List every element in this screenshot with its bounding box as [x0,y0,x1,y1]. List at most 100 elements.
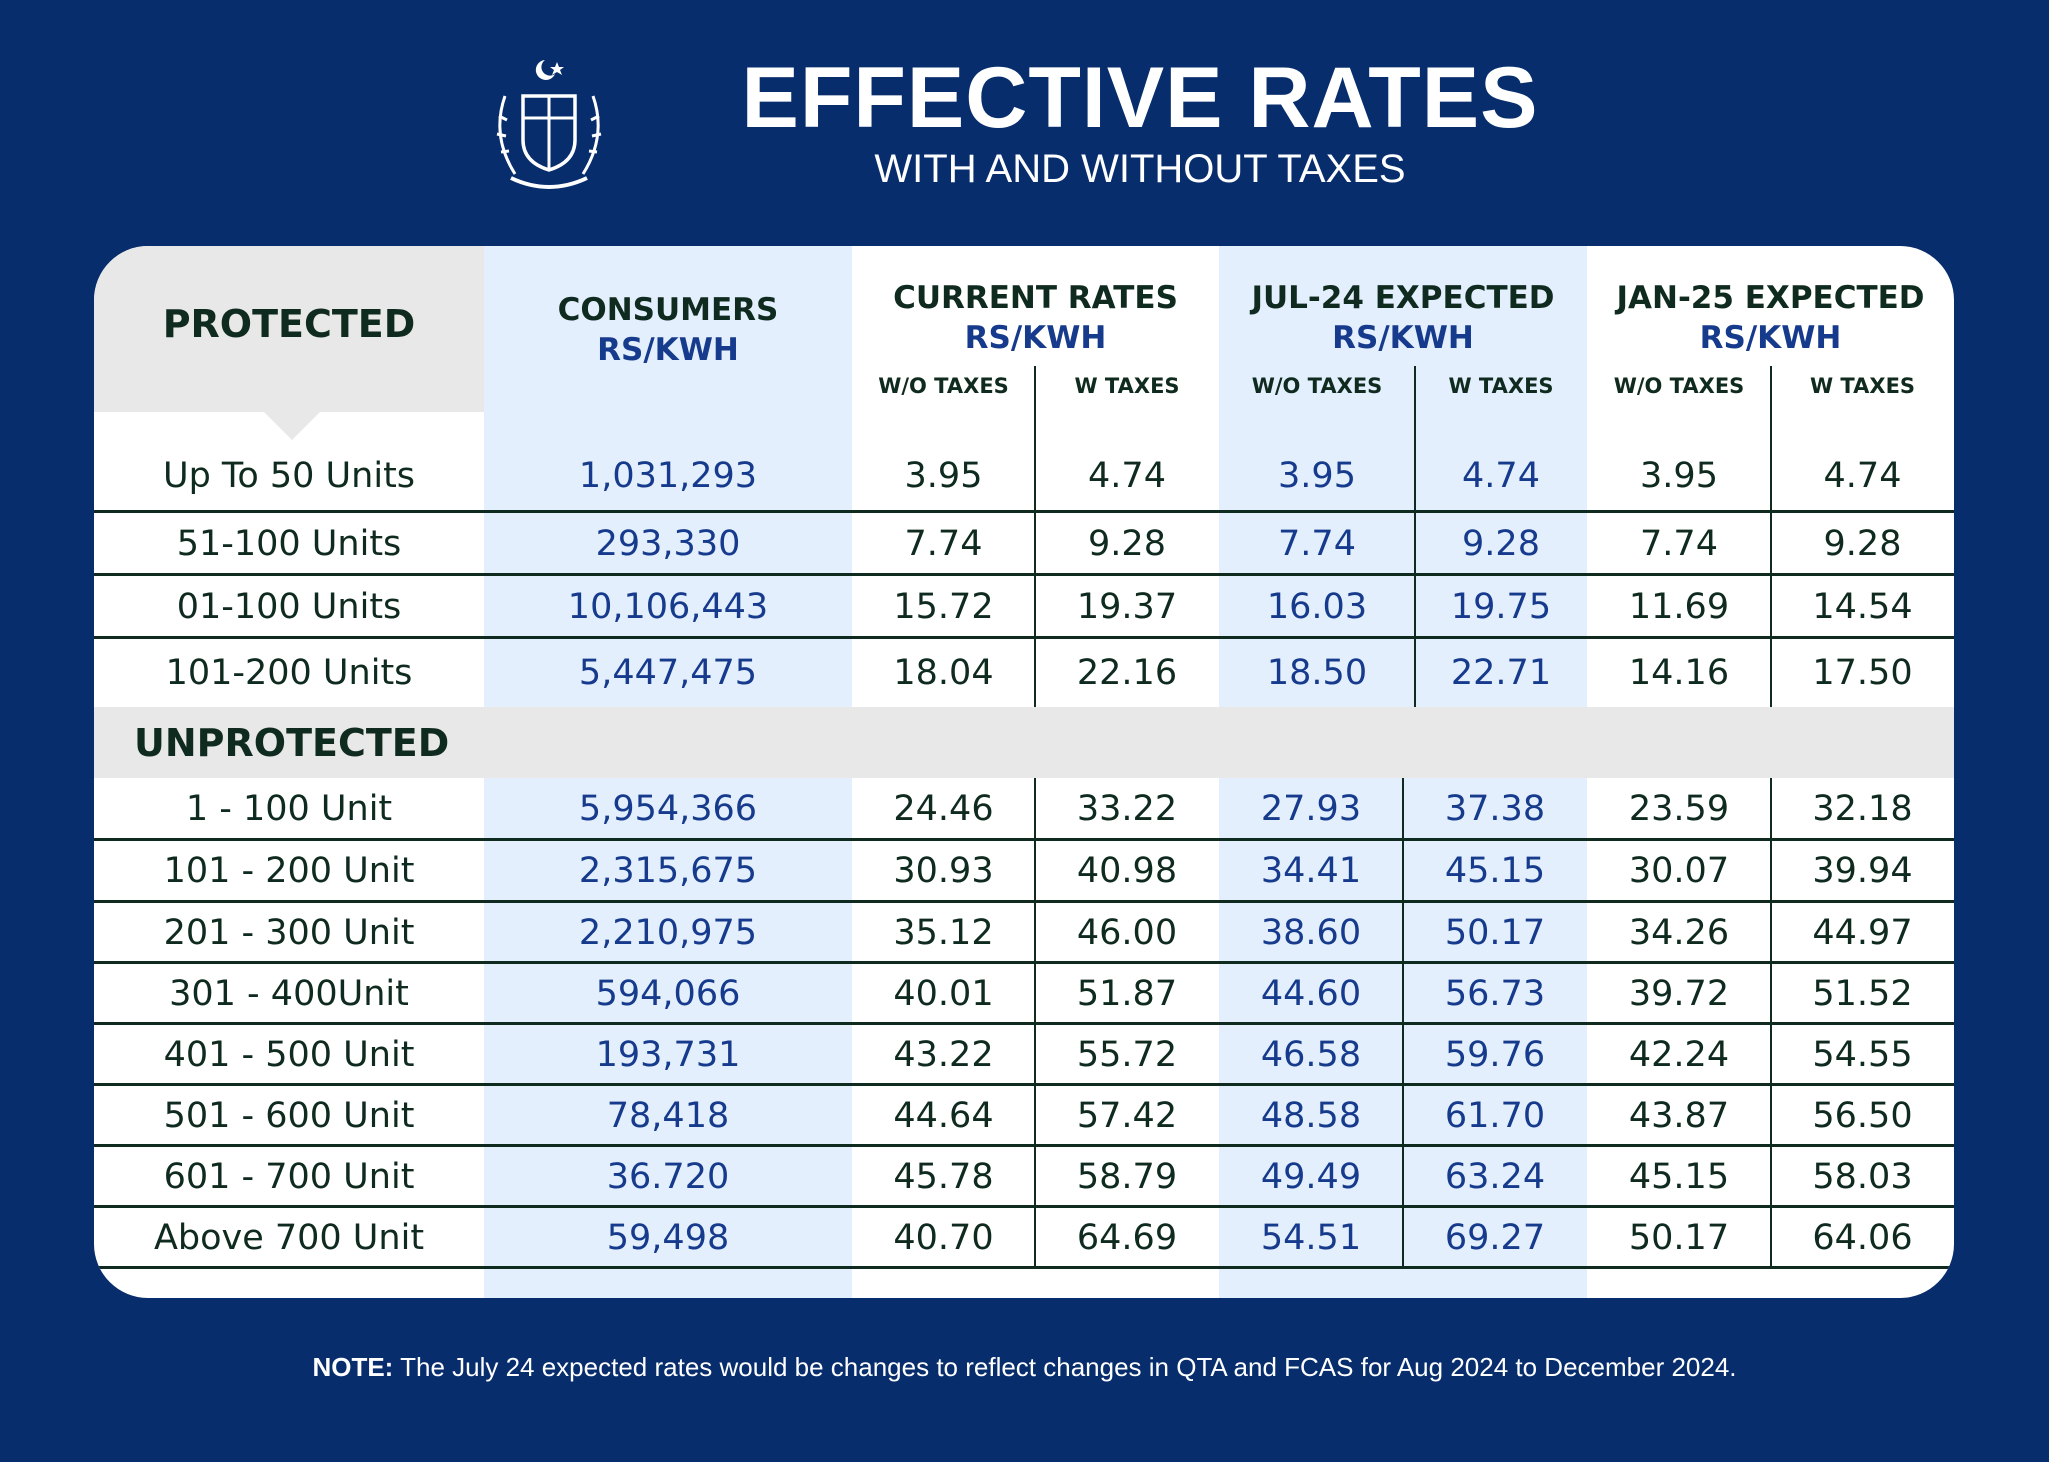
row-label: 51-100 Units [176,523,402,564]
table-cell: 4.74 [1088,456,1166,496]
row-label: 1 - 100 Unit [185,789,393,829]
sub-header: W/O TAXES [1613,374,1745,398]
jul24-header: JUL-24 EXPECTED RS/KWH [1219,278,1587,358]
note-label: NOTE: [312,1352,394,1382]
sub-header: W TAXES [1074,374,1180,398]
table-cell: 193,731 [595,1034,741,1075]
divider [1770,366,1772,707]
table-cell: 43.87 [1628,1095,1730,1136]
column-unit: RS/KWH [964,320,1107,356]
table-cell: 42.24 [1628,1034,1730,1075]
table-cell: 64.06 [1812,1217,1913,1258]
table-cell: 33.22 [1076,789,1178,829]
table-cell: 50.17 [1628,1217,1730,1258]
table-cell: 63.24 [1444,1156,1546,1197]
row-label: 301 - 400Unit [169,973,409,1014]
table-cell: 49.49 [1260,1156,1362,1197]
unprotected-label: UNPROTECTED [134,721,450,765]
table-cell: 23.59 [1628,789,1730,829]
table-cell: 45.78 [893,1156,994,1197]
row-divider [94,1022,1954,1025]
row-divider [94,900,1954,903]
table-cell: 5,447,475 [578,652,758,693]
column-title: CURRENT RATES [893,280,1178,316]
rates-table: PROTECTED CONSUMERS RS/KWH CURRENT RATES… [94,246,1954,1298]
table-cell: 56.73 [1444,973,1546,1014]
row-label: 101-200 Units [165,652,413,693]
row-divider [94,510,1954,513]
government-emblem-icon [496,60,602,189]
table-cell: 39.72 [1628,973,1730,1014]
table-cell: 7.74 [1640,523,1718,564]
protected-label: PROTECTED [162,302,416,346]
column-unit: RS/KWH [597,332,739,368]
table-cell: 293,330 [595,523,741,564]
page-title: EFFECTIVE RATES [741,50,1539,146]
table-cell: 51.52 [1812,973,1913,1014]
table-row: 201 - 300 Unit 2,210,975 35.12 46.00 38.60 50… [94,902,1954,963]
row-label: 201 - 300 Unit [163,912,415,953]
table-cell: 48.58 [1260,1095,1362,1136]
table-cell: 2,210,975 [578,912,758,953]
row-label: Up To 50 Units [162,456,416,496]
table-cell: 27.93 [1260,789,1362,829]
table-cell: 16.03 [1266,586,1368,627]
table-cell: 55.72 [1076,1034,1178,1075]
divider [1034,366,1036,707]
table-cell: 34.41 [1260,851,1362,891]
table-cell: 44.97 [1812,912,1913,953]
table-cell: 78,418 [606,1095,730,1136]
table-cell: 58.03 [1812,1156,1913,1197]
row-divider [94,573,1954,576]
row-label: 501 - 600 Unit [163,1095,415,1136]
table-cell: 5,954,366 [578,789,758,829]
row-label: 401 - 500 Unit [163,1034,415,1075]
table-cell: 3.95 [904,456,983,496]
unprotected-band: UNPROTECTED [94,707,1954,778]
table-cell: 50.17 [1444,912,1546,953]
table-cell: 56.50 [1812,1095,1913,1136]
table-cell: 51.87 [1076,973,1178,1014]
table-cell: 7.74 [1278,523,1356,564]
table-cell: 38.60 [1260,912,1362,953]
table-cell: 22.71 [1450,652,1552,693]
table-cell: 59,498 [606,1217,730,1258]
table-cell: 2,315,675 [578,851,758,891]
table-cell: 17.50 [1812,652,1913,693]
table-cell: 24.46 [893,789,994,829]
row-divider [94,636,1954,639]
table-cell: 36.720 [606,1156,730,1197]
sub-header: W TAXES [1448,374,1554,398]
table-cell: 46.00 [1076,912,1178,953]
table-cell: 61.70 [1444,1095,1546,1136]
table-cell: 10,106,443 [567,586,769,627]
table-row: 101 - 200 Unit 2,315,675 30.93 40.98 34.41 45… [94,840,1954,902]
row-divider [94,1083,1954,1086]
table-cell: 46.58 [1260,1034,1362,1075]
table-cell: 39.94 [1812,851,1913,891]
page-subtitle: WITH AND WITHOUT TAXES [874,147,1406,191]
protected-header-cell [94,246,484,412]
table-row: 601 - 700 Unit 36.720 45.78 58.79 49.49 63.24… [94,1146,1954,1207]
table-row: 01-100 Units 10,106,443 15.72 19.37 16.03 19.… [94,575,1954,638]
table-cell: 11.69 [1628,586,1730,627]
table-cell: 14.16 [1628,652,1730,693]
row-divider [94,961,1954,964]
table-cell: 9.28 [1823,523,1902,564]
table-cell: 30.07 [1628,851,1730,891]
table-cell: 45.15 [1444,851,1546,891]
table-row: 501 - 600 Unit 78,418 44.64 57.42 48.58 61.70… [94,1085,1954,1146]
note-text: The July 24 expected rates would be chan… [393,1352,1737,1382]
table-cell: 30.93 [893,851,994,891]
table-cell: 40.98 [1076,851,1178,891]
table-cell: 19.37 [1076,586,1178,627]
row-divider [94,1205,1954,1208]
table-cell: 44.64 [893,1095,994,1136]
table-cell: 9.28 [1088,523,1166,564]
table-cell: 57.42 [1076,1095,1178,1136]
row-divider [94,1266,1954,1269]
table-row: 51-100 Units 293,330 7.74 9.28 7.74 9.28 7.74 9… [94,512,1954,575]
sub-header: W/O TAXES [1251,374,1383,398]
column-unit: RS/KWH [1332,320,1474,356]
row-label: 101 - 200 Unit [163,851,415,891]
